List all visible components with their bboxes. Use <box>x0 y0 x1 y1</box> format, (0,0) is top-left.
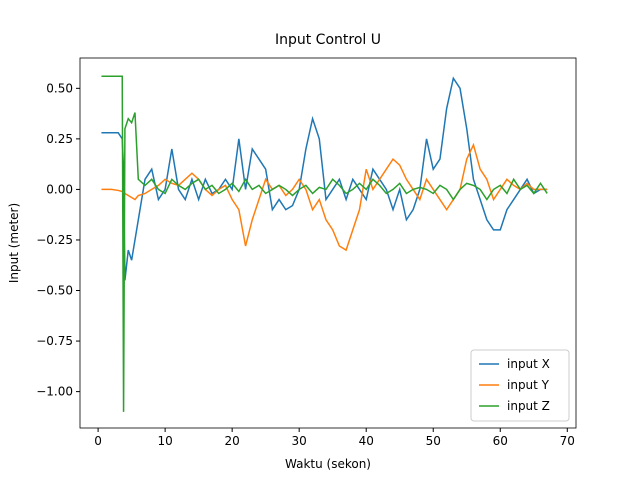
x-tick-label: 20 <box>225 434 240 448</box>
y-tick-label: 0.25 <box>46 132 73 146</box>
x-axis-label: Waktu (sekon) <box>285 457 371 471</box>
legend: input X input Y input Z <box>470 349 570 422</box>
x-tick-label: 40 <box>359 434 374 448</box>
x-tick-label: 50 <box>426 434 441 448</box>
y-tick-label: −0.25 <box>36 233 73 247</box>
y-tick-label: −0.50 <box>36 284 73 298</box>
series-line <box>101 76 548 281</box>
legend-label: input Z <box>507 399 550 413</box>
y-tick-label: −1.00 <box>36 385 73 399</box>
y-tick-label: −0.75 <box>36 334 73 348</box>
x-tick-label: 30 <box>292 434 307 448</box>
y-tick-label: 0.50 <box>46 81 73 95</box>
y-axis-label: Input (meter) <box>7 203 21 283</box>
chart-title: Input Control U <box>275 32 381 48</box>
series-line <box>101 142 548 252</box>
legend-box <box>470 349 570 422</box>
y-tick-label: 0.00 <box>46 182 73 196</box>
x-tick-label: 0 <box>94 434 102 448</box>
x-tick-label: 70 <box>560 434 575 448</box>
legend-label: input X <box>507 357 550 371</box>
series-line <box>101 75 548 412</box>
x-tick-label: 10 <box>157 434 172 448</box>
x-tick-label: 60 <box>493 434 508 448</box>
legend-label: input Y <box>507 378 550 392</box>
plot-frame <box>79 57 577 429</box>
